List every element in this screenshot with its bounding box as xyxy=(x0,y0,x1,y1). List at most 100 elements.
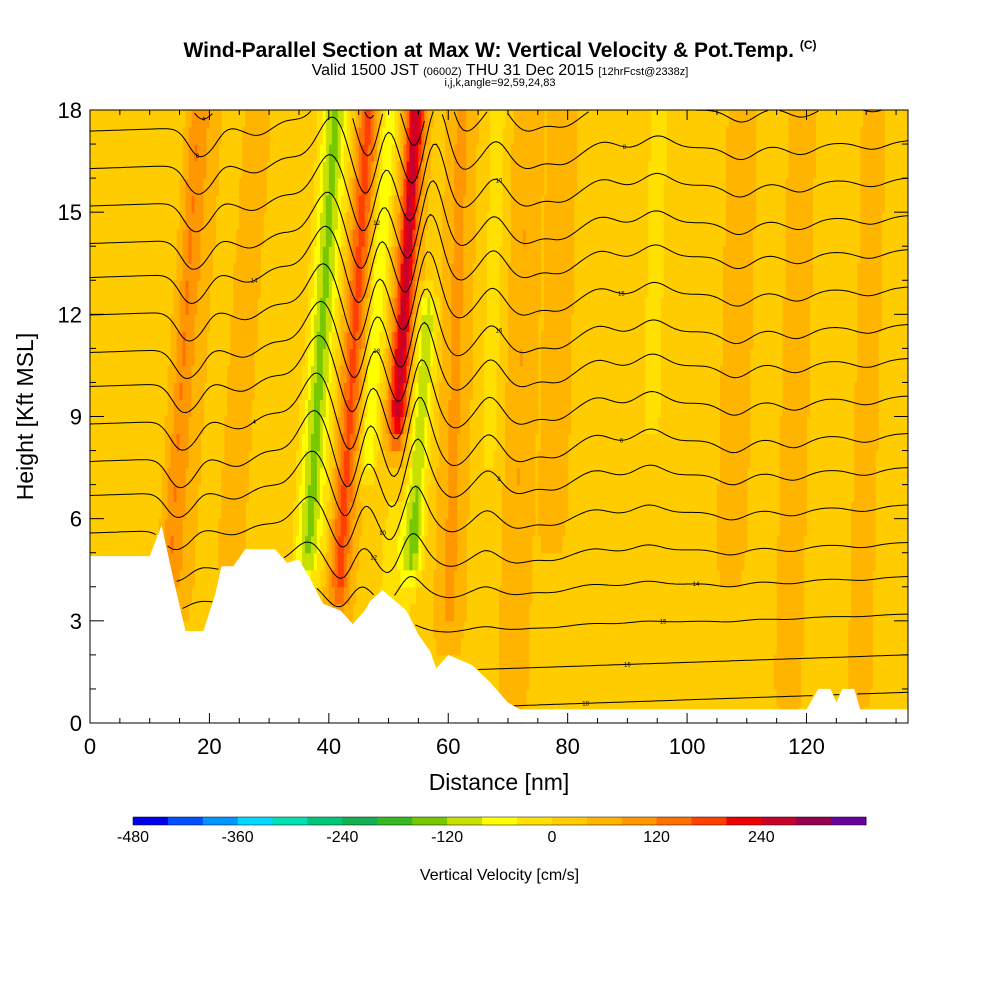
velocity-cell xyxy=(654,416,658,435)
velocity-cell xyxy=(537,127,542,145)
velocity-cell xyxy=(570,110,575,128)
velocity-cell xyxy=(457,416,461,435)
velocity-cell xyxy=(872,433,876,452)
velocity-cell xyxy=(331,127,336,145)
velocity-cell xyxy=(334,178,339,196)
velocity-cell xyxy=(319,161,324,179)
velocity-cell xyxy=(337,144,342,162)
velocity-cell xyxy=(316,433,321,452)
velocity-cell xyxy=(460,620,464,639)
velocity-cell xyxy=(361,280,366,298)
velocity-cell xyxy=(236,297,240,315)
velocity-cell xyxy=(304,382,309,401)
velocity-cell xyxy=(866,144,870,162)
velocity-cell xyxy=(233,399,237,418)
velocity-cell xyxy=(567,365,572,384)
velocity-cell xyxy=(340,518,345,537)
velocity-cell xyxy=(361,246,366,264)
velocity-cell xyxy=(385,178,390,196)
velocity-cell xyxy=(355,297,360,315)
velocity-cell xyxy=(397,416,402,435)
velocity-cell xyxy=(510,416,515,435)
velocity-cell xyxy=(737,535,742,554)
velocity-cell xyxy=(445,552,449,571)
velocity-cell xyxy=(400,161,405,179)
velocity-cell xyxy=(570,178,575,196)
velocity-cell xyxy=(794,280,799,298)
velocity-cell xyxy=(385,450,390,469)
velocity-cell xyxy=(493,382,497,401)
velocity-cell xyxy=(797,569,802,588)
velocity-cell xyxy=(869,382,873,401)
velocity-cell xyxy=(531,161,536,179)
velocity-cell xyxy=(394,195,399,213)
velocity-cell xyxy=(233,501,237,520)
velocity-cell xyxy=(875,229,879,247)
velocity-cell xyxy=(337,280,342,298)
velocity-cell xyxy=(522,654,527,673)
velocity-cell xyxy=(233,331,237,349)
velocity-cell xyxy=(448,144,452,162)
velocity-cell xyxy=(860,161,864,179)
velocity-cell xyxy=(424,484,428,503)
velocity-cell xyxy=(433,331,437,349)
velocity-cell xyxy=(522,467,527,486)
velocity-cell xyxy=(197,229,202,247)
velocity-cell xyxy=(737,433,742,452)
velocity-cell xyxy=(800,212,805,230)
velocity-cell xyxy=(179,382,184,401)
velocity-cell xyxy=(436,297,440,315)
velocity-cell xyxy=(743,535,748,554)
velocity-cell xyxy=(657,212,661,230)
velocity-cell xyxy=(254,246,258,264)
velocity-cell xyxy=(394,518,399,537)
velocity-cell xyxy=(334,552,339,571)
velocity-cell xyxy=(516,501,521,520)
velocity-cell xyxy=(803,484,808,503)
velocity-cell xyxy=(260,127,264,145)
velocity-cell xyxy=(875,212,879,230)
velocity-cell xyxy=(516,637,521,656)
velocity-cell xyxy=(319,501,324,520)
velocity-cell xyxy=(546,484,551,503)
velocity-cell xyxy=(415,416,419,435)
velocity-cell xyxy=(806,246,811,264)
velocity-cell xyxy=(236,501,240,520)
velocity-cell xyxy=(540,110,545,128)
velocity-cell xyxy=(451,586,455,605)
velocity-cell xyxy=(740,127,745,145)
velocity-cell xyxy=(236,229,240,247)
velocity-cell xyxy=(325,246,330,264)
velocity-cell xyxy=(248,314,252,332)
velocity-cell xyxy=(173,297,178,315)
colorbar-tick-label: 0 xyxy=(547,829,556,846)
velocity-cell xyxy=(239,178,243,196)
velocity-cell xyxy=(725,467,730,486)
velocity-cell xyxy=(794,110,799,128)
velocity-cell xyxy=(182,535,187,554)
velocity-cell xyxy=(728,416,733,435)
velocity-cell xyxy=(185,144,190,162)
velocity-cell xyxy=(412,127,417,145)
velocity-cell xyxy=(794,178,799,196)
velocity-cell xyxy=(725,535,730,554)
velocity-cell xyxy=(451,178,455,196)
velocity-cell xyxy=(328,535,333,554)
velocity-cell xyxy=(854,586,858,605)
velocity-cell xyxy=(445,280,449,298)
velocity-cell xyxy=(519,195,524,213)
velocity-cell xyxy=(722,314,727,332)
velocity-cell xyxy=(740,246,745,264)
velocity-cell xyxy=(731,263,736,281)
velocity-cell xyxy=(737,484,742,503)
velocity-cell xyxy=(442,484,446,503)
velocity-cell xyxy=(525,382,530,401)
velocity-cell xyxy=(421,433,425,452)
velocity-cell xyxy=(881,178,885,196)
velocity-cell xyxy=(501,586,506,605)
velocity-cell xyxy=(660,263,664,281)
velocity-cell xyxy=(182,603,187,622)
velocity-cell xyxy=(355,263,360,281)
velocity-cell xyxy=(373,144,378,162)
velocity-cell xyxy=(657,178,661,196)
